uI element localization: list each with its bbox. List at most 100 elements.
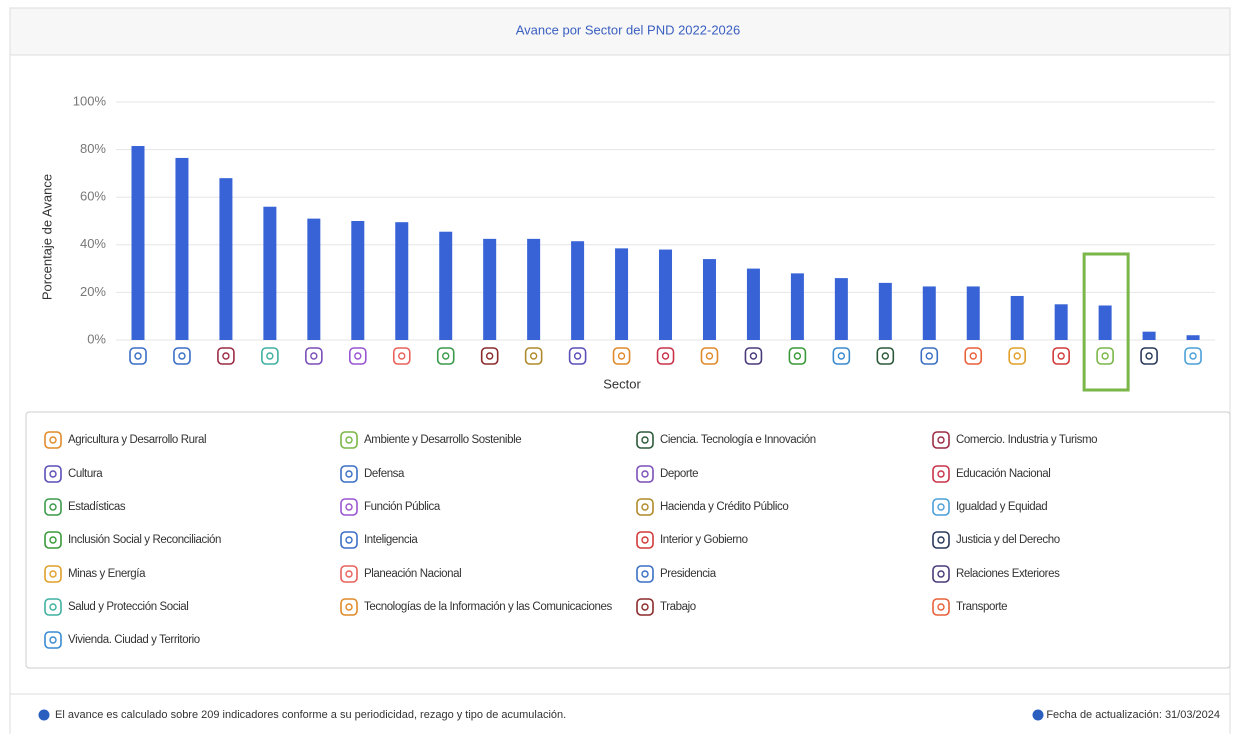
legend-icon <box>641 470 649 478</box>
bar <box>395 222 409 340</box>
legend-icon <box>641 436 649 444</box>
legend-icon <box>345 603 353 611</box>
bar <box>1142 331 1156 340</box>
x-tick-icon <box>348 347 367 365</box>
x-tick-icon <box>617 352 626 360</box>
y-tick-label: 80% <box>80 141 106 156</box>
legend-label: Presidencia <box>660 568 717 580</box>
legend-icon <box>937 570 945 578</box>
bar <box>1010 295 1024 340</box>
x-tick-icon <box>837 352 846 360</box>
legend-icon <box>44 565 62 583</box>
legend-label: Trabajo <box>660 601 696 613</box>
x-tick-icon <box>744 347 763 365</box>
bar <box>1054 304 1068 340</box>
x-tick-icon <box>925 352 933 360</box>
legend-icon <box>340 565 358 583</box>
x-tick-icon <box>568 347 587 365</box>
legend-label: Relaciones Exteriores <box>956 568 1060 580</box>
info-icon <box>1032 709 1044 721</box>
legend-icon <box>636 531 654 549</box>
bar <box>527 238 541 340</box>
legend-icon <box>340 531 358 549</box>
x-tick-icon <box>1013 352 1021 360</box>
bar <box>746 268 760 340</box>
legend-icon <box>44 531 62 549</box>
x-tick-icon <box>222 352 230 360</box>
legend-icon <box>345 503 353 511</box>
x-tick-icon <box>1057 352 1065 360</box>
legend-icon <box>932 465 950 483</box>
bar <box>263 206 277 340</box>
bar <box>307 218 321 340</box>
x-tick-icon <box>485 352 494 360</box>
legend-icon <box>937 603 945 611</box>
legend-label: Ambiente y Desarrollo Sostenible <box>364 434 521 446</box>
x-tick-icon <box>442 352 450 360</box>
legend-icon <box>937 503 945 511</box>
legend-label: Función Pública <box>364 501 441 513</box>
legend-icon <box>932 498 950 516</box>
legend-label: Interior y Gobierno <box>660 534 748 546</box>
bar <box>1098 305 1112 340</box>
legend-icon <box>340 598 358 616</box>
legend-label: Defensa <box>364 468 405 480</box>
bar <box>834 278 848 340</box>
legend-box <box>25 411 1231 669</box>
bar <box>131 146 145 340</box>
legend-label: Justicia y del Derecho <box>956 534 1060 546</box>
legend-icon <box>636 565 654 583</box>
legend-label: Estadísticas <box>68 501 126 513</box>
legend-label: Planeación Nacional <box>364 568 461 580</box>
legend-label: Educación Nacional <box>956 468 1050 480</box>
bar <box>922 286 936 340</box>
x-tick-icon <box>920 347 939 365</box>
x-tick-icon <box>656 347 675 365</box>
highlight-box <box>1082 252 1130 392</box>
bar <box>659 249 673 340</box>
x-tick-icon <box>436 347 455 365</box>
legend-icon <box>636 431 654 449</box>
x-tick-icon <box>305 347 323 365</box>
legend-icon <box>49 603 57 611</box>
legend-label: Igualdad y Equidad <box>956 501 1047 513</box>
x-tick-icon <box>749 352 758 360</box>
bar <box>571 241 585 340</box>
legend-icon <box>636 598 654 616</box>
legend-icon <box>937 436 945 444</box>
legend-label: Comercio. Industria y Turismo <box>956 434 1097 446</box>
x-tick-icon <box>1008 347 1027 365</box>
x-tick-icon <box>832 347 851 365</box>
legend-icon <box>641 536 649 544</box>
x-tick-icon <box>524 347 543 365</box>
legend-icon <box>932 431 950 449</box>
legend-icon <box>44 598 62 616</box>
legend-icon <box>345 570 353 578</box>
legend-label: Vivienda. Ciudad y Territorio <box>68 634 200 646</box>
x-tick-icon <box>173 347 191 365</box>
chart-title: Avance por Sector del PND 2022-2026 <box>516 22 741 37</box>
x-tick-icon <box>700 347 719 365</box>
legend-icon <box>641 603 649 611</box>
bar <box>966 286 980 340</box>
legend-icon <box>49 570 57 578</box>
legend-label: Deporte <box>660 468 698 480</box>
x-tick-icon <box>398 352 406 360</box>
x-tick-icon <box>354 352 362 360</box>
legend-icon <box>636 465 654 483</box>
card-header <box>9 7 1231 56</box>
legend-icon <box>345 536 353 544</box>
y-tick-label: 100% <box>73 93 107 108</box>
y-axis-label: Porcentaje de Avance <box>39 174 54 300</box>
x-tick-icon <box>793 352 802 360</box>
bar <box>702 259 716 340</box>
x-tick-icon <box>392 347 411 365</box>
y-tick-label: 60% <box>80 189 106 204</box>
legend-icon <box>49 636 57 644</box>
legend-icon <box>49 536 57 544</box>
bar <box>615 248 629 340</box>
x-tick-icon <box>661 352 670 360</box>
x-tick-icon <box>1145 352 1153 360</box>
legend-label: Cultura <box>68 468 103 480</box>
